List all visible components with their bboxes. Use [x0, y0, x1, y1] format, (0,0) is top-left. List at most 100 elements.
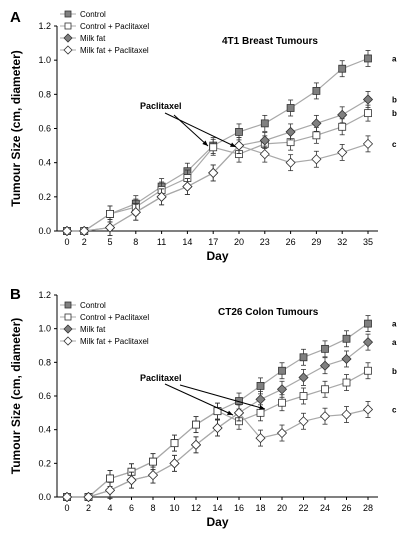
panel-a-y-tick-label: 0.4 [38, 158, 51, 168]
panel-b-x-tick-label: 8 [150, 503, 155, 513]
panel-a-series-1-point [260, 119, 269, 128]
panel-b-series-3-point [341, 353, 352, 365]
panel-a-y-tick-label: 0.6 [38, 124, 51, 134]
panel-b-annotation-arrowhead [259, 405, 265, 410]
panel-a-series-3-point [285, 126, 296, 137]
panel-b-series-4-point [233, 407, 245, 418]
panel-b-annotation-label: Paclitaxel [140, 373, 182, 383]
panel-b-series-4-point [298, 416, 309, 427]
panel-b-series-2-point [106, 474, 114, 483]
panel-b-y-tick-label: 1.0 [38, 324, 51, 334]
panel-a-series-4-legend-marker [63, 45, 73, 55]
panel-b-series-4-legend-marker [63, 336, 73, 346]
panel-b-x-tick-label: 4 [107, 503, 112, 513]
panel-a-x-tick-label: 32 [337, 237, 347, 247]
panel-b-annotation-arrow [179, 384, 266, 410]
panel-b-x-tick-label: 22 [298, 503, 308, 513]
panel-b-x-tick-label: 0 [64, 503, 69, 513]
panel-b-chart-title: CT26 Colon Tumours [218, 307, 319, 318]
panel-b-annotation-arrowhead [227, 410, 233, 415]
panel-a-series-2-point [364, 109, 372, 118]
panel-a-series-4-point [61, 225, 73, 237]
panel-a-series-2-sig-label: b [392, 109, 397, 118]
panel-b-series-4-point [169, 458, 180, 469]
panel-b-y-axis-title: Tumour Size (cm, diameter) [9, 318, 23, 474]
panel-b-y-tick-label: 0.0 [38, 492, 51, 502]
panel-b-series-1-sig-label: a [392, 320, 397, 329]
panel-b-y-tick-label: 0.2 [38, 458, 51, 468]
panel-b-series-4-sig-label: c [392, 405, 397, 414]
panel-b-series-2-point [256, 408, 265, 417]
panel-b-x-tick-label: 18 [255, 503, 265, 513]
panel-b-series-2-point [364, 366, 372, 375]
panel-b-series-4-point [276, 427, 288, 439]
panel-b-series-3-point [298, 372, 309, 383]
panel-b-series-4-point [190, 439, 202, 450]
panel-b-series-4-point [61, 491, 73, 503]
panel-a-y-axis-title: Tumour Size (cm, diameter) [9, 50, 23, 206]
panel-a-series-4-point [362, 138, 374, 149]
panel-a-series-4-point [337, 147, 348, 158]
panel-b-x-tick-label: 14 [212, 503, 222, 513]
panel-a-x-tick-label: 35 [363, 237, 373, 247]
panel-a-series-4-point [208, 167, 219, 178]
panel-b-series-2-point [342, 378, 351, 387]
panel-b-x-tick-label: 6 [129, 503, 134, 513]
panel-a-series-4-point [104, 222, 116, 233]
panel-a-annotation-arrowhead [202, 140, 208, 146]
panel-b-series-3-point [255, 394, 266, 405]
panel-a-series-1-point [364, 54, 372, 63]
panel-a-x-tick-label: 29 [311, 237, 321, 247]
panel-a-series-4-legend-label: Milk fat + Paclitaxel [80, 46, 149, 55]
panel-b-series-4-point [212, 422, 223, 434]
panel-a-series-1-point [312, 87, 321, 95]
panel-a-series-2-point [106, 210, 114, 218]
panel-b-series-2-point [192, 420, 200, 429]
panel-a-y-tick-label: 0.2 [38, 192, 51, 202]
panel-b-series-1-legend-marker [64, 301, 72, 309]
panel-a-x-tick-label: 5 [107, 237, 112, 247]
panel-a-letter: A [10, 9, 21, 26]
panel-a-series-1-point [338, 64, 347, 73]
panel-a-series-4-sig-label: c [392, 140, 397, 149]
panel-b-x-tick-label: 20 [277, 503, 287, 513]
panel-a-series-4-point [130, 207, 141, 218]
panel-b-series-2-point [149, 457, 157, 466]
panel-b-x-tick-label: 12 [191, 503, 201, 513]
panel-b-series-2-legend-marker [64, 313, 72, 321]
panel-a-annotation-arrowhead [230, 142, 236, 147]
panel-b-series-4-point [319, 411, 331, 422]
panel-b-x-tick-label: 2 [86, 503, 91, 513]
panel-a-series-2-point [209, 143, 218, 152]
panel-a-series-4-point [233, 140, 245, 151]
panel-a-series-3-legend-label: Milk fat [80, 34, 106, 43]
panel-a-x-tick-label: 14 [182, 237, 192, 247]
panel-a-series-3-sig-label: b [392, 95, 397, 104]
panel-b-series-4-point [126, 475, 137, 486]
panel-b-series-1-point [256, 381, 265, 390]
panel-b-x-tick-label: 26 [341, 503, 351, 513]
panel-a-x-axis-title: Day [206, 249, 228, 263]
panel-a-series-3-point [362, 94, 374, 105]
panel-b-series-1-legend-label: Control [80, 301, 106, 310]
panel-b-series-4-point [147, 470, 159, 481]
panel-a-y-tick-label: 0.0 [38, 226, 51, 236]
panel-b-series-1-point [321, 344, 329, 353]
panel-a-x-tick-label: 17 [208, 237, 218, 247]
panel-a-series-2-point [312, 131, 321, 140]
panel-a-x-tick-label: 26 [286, 237, 296, 247]
panel-b-series-3-point [362, 337, 374, 348]
panel-b-series-1-point [364, 319, 372, 328]
panel-a-x-tick-label: 8 [133, 237, 138, 247]
panel-b-series-3-legend-label: Milk fat [80, 325, 106, 334]
panel-a-series-3-legend-marker [63, 33, 73, 43]
panel-a-series-1-point [286, 104, 295, 112]
panel-b-series-4-point [83, 491, 94, 503]
panel-a-x-tick-label: 2 [82, 237, 87, 247]
panel-b-series-1-point [299, 353, 308, 362]
panel-b-series-2-point [299, 392, 308, 400]
panel-b-x-axis-title: Day [206, 515, 228, 529]
panel-b-series-4-point [104, 485, 116, 496]
panel-b-series-3-point [319, 360, 331, 371]
